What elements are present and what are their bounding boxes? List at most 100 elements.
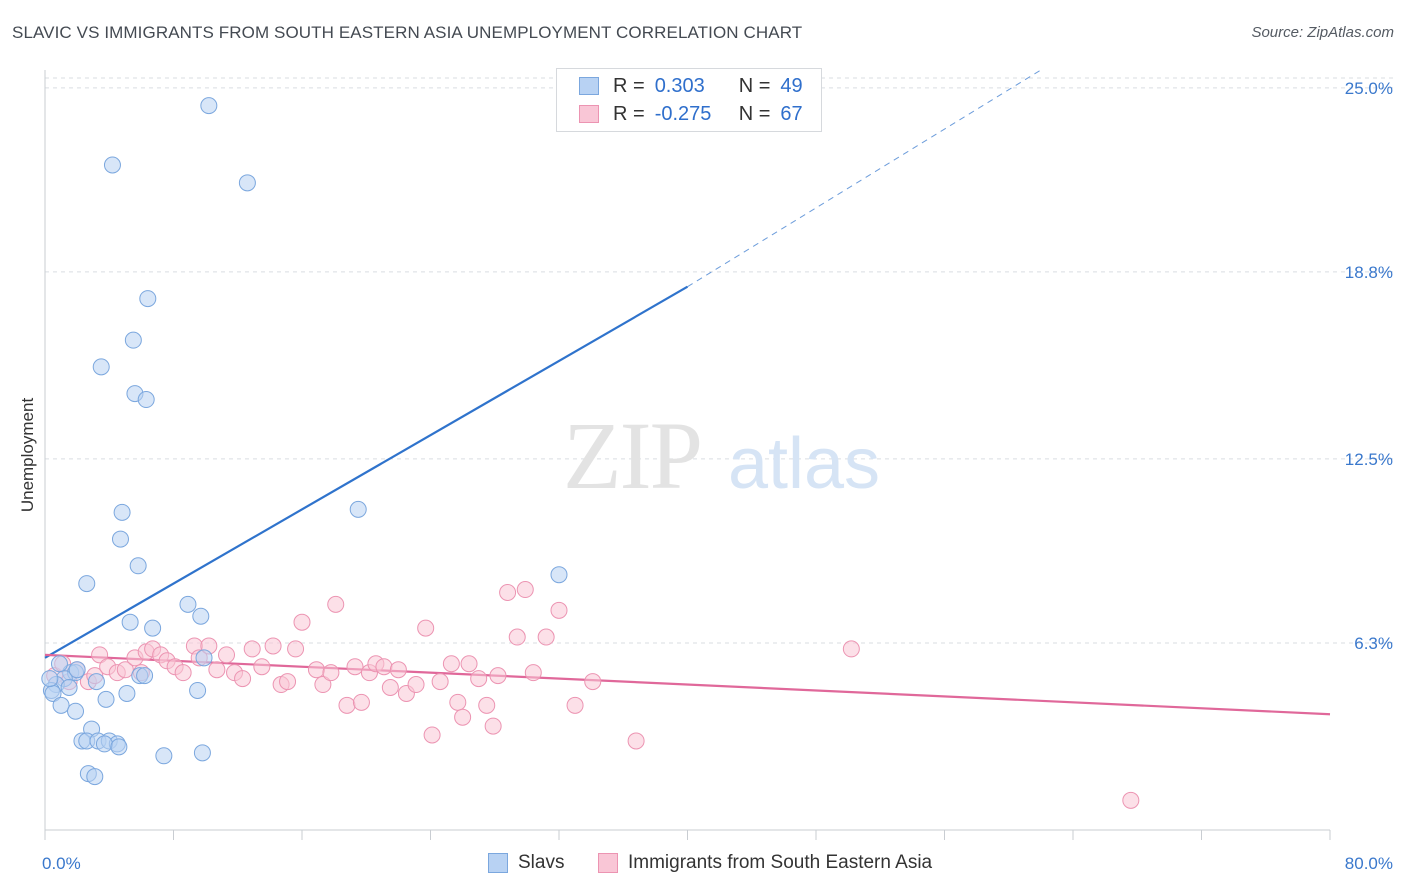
point-immigrants [279, 673, 297, 691]
point-immigrants [381, 679, 399, 696]
legend-row-immigrants: R = -0.275 N = 67 [579, 101, 803, 127]
point-immigrants [442, 655, 460, 673]
point-immigrants [91, 646, 109, 664]
point-slavs [50, 655, 68, 673]
x-tick-label: 0.0% [42, 854, 81, 873]
point-immigrants [208, 661, 226, 679]
point-immigrants [431, 673, 449, 691]
point-immigrants [307, 661, 325, 679]
legend-swatch-slavs [579, 77, 599, 95]
points-slavs [41, 97, 568, 786]
point-immigrants [264, 637, 282, 655]
y-axis-label: Unemployment [18, 397, 37, 513]
point-immigrants [243, 640, 261, 658]
point-slavs [155, 747, 173, 765]
point-immigrants [842, 640, 860, 658]
bottom-legend-slavs: Slavs [488, 852, 564, 874]
point-immigrants [423, 726, 441, 744]
point-slavs [550, 566, 568, 584]
x-tick-label: 80.0% [1345, 854, 1393, 873]
bottom-legend-label-immigrants: Immigrants from South Eastern Asia [628, 852, 933, 873]
legend-n-value: 67 [780, 102, 803, 125]
point-immigrants [346, 658, 364, 676]
point-slavs [92, 358, 110, 376]
point-immigrants [407, 676, 425, 694]
point-slavs [41, 670, 59, 688]
point-immigrants [566, 696, 584, 714]
point-immigrants [116, 661, 134, 679]
watermark-zip: ZIP [563, 402, 701, 509]
y-tick-label: 25.0% [1345, 79, 1393, 98]
point-slavs [192, 607, 210, 625]
point-slavs [200, 97, 218, 115]
point-slavs [349, 500, 367, 518]
bottom-legend-label-slavs: Slavs [518, 852, 565, 873]
bottom-legend-swatch-slavs [488, 853, 508, 873]
legend-row-slavs: R = 0.303 N = 49 [579, 73, 803, 99]
point-slavs [67, 702, 85, 720]
point-slavs [118, 684, 136, 702]
point-slavs [113, 503, 131, 521]
watermark: ZIP atlas [563, 402, 880, 509]
bottom-legend-immigrants: Immigrants from South Eastern Asia [598, 852, 932, 874]
point-slavs [179, 595, 197, 613]
point-immigrants [516, 581, 534, 599]
point-immigrants [375, 658, 393, 676]
y-tick-label: 18.8% [1345, 263, 1393, 282]
trend-extension-slavs [687, 69, 1042, 288]
point-immigrants [1122, 791, 1140, 809]
point-slavs [97, 690, 115, 708]
point-slavs [195, 649, 213, 667]
point-immigrants [460, 655, 478, 673]
point-slavs [144, 619, 162, 637]
point-slavs [121, 613, 139, 631]
legend-swatch-immigrants [579, 105, 599, 123]
point-immigrants [537, 628, 555, 646]
point-immigrants [449, 693, 467, 711]
point-immigrants [234, 670, 252, 688]
point-slavs [95, 735, 113, 753]
point-immigrants [508, 628, 526, 646]
point-slavs [193, 744, 211, 762]
legend-r-label: R = [613, 74, 645, 97]
point-immigrants [454, 708, 472, 726]
point-immigrants [478, 696, 496, 714]
point-slavs [124, 331, 142, 349]
point-immigrants [218, 646, 236, 664]
axes [44, 70, 1331, 840]
point-immigrants [338, 696, 356, 714]
legend-n-label: N = [738, 74, 771, 97]
gridlines [45, 77, 1395, 644]
source-label: Source: ZipAtlas.com [1251, 24, 1394, 41]
point-immigrants [322, 664, 340, 682]
point-immigrants [484, 717, 502, 735]
point-immigrants [327, 595, 345, 613]
legend-n-label: N = [738, 102, 771, 125]
point-immigrants [287, 640, 305, 658]
point-immigrants [314, 676, 332, 694]
y-tick-label: 12.5% [1345, 450, 1393, 469]
trend-line-slavs [44, 285, 689, 659]
point-immigrants [499, 584, 517, 601]
point-slavs [137, 391, 155, 409]
legend-r-value: 0.303 [654, 74, 705, 97]
point-slavs [139, 290, 157, 308]
legend-n-value: 49 [780, 74, 803, 97]
y-tick-label: 6.3% [1354, 634, 1393, 653]
point-slavs [238, 174, 256, 192]
point-immigrants [584, 673, 602, 691]
point-slavs [110, 738, 128, 756]
point-immigrants [470, 670, 488, 688]
point-slavs [78, 575, 96, 593]
legend-r-label: R = [613, 102, 645, 125]
point-immigrants [389, 661, 407, 679]
points-immigrants [46, 581, 1140, 809]
point-immigrants [352, 693, 370, 711]
legend-r-value: -0.275 [654, 102, 712, 125]
point-immigrants [293, 613, 311, 631]
bottom-legend-swatch-immigrants [598, 853, 618, 873]
point-immigrants [174, 664, 192, 682]
point-slavs [189, 681, 207, 699]
point-immigrants [550, 601, 568, 619]
